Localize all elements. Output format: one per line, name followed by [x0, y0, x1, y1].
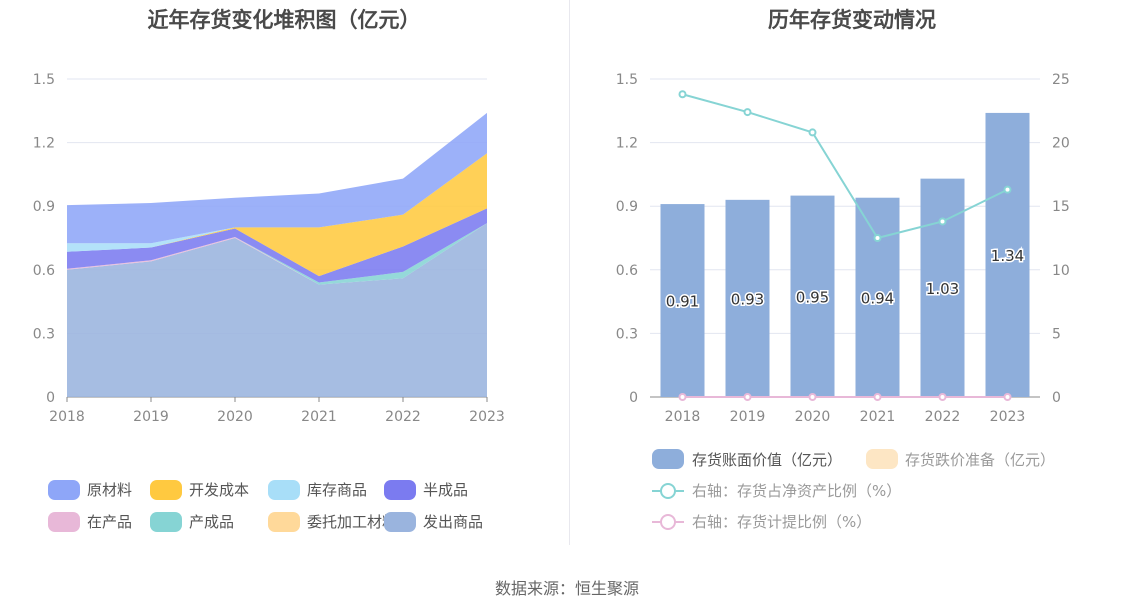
- panel-divider: [569, 0, 570, 545]
- x-tick-label: 2019: [133, 409, 169, 425]
- line-point: [1003, 185, 1012, 194]
- bar: [855, 197, 900, 397]
- bar-value-label: 0.95: [796, 288, 829, 306]
- y2-tick-label: 20: [1052, 136, 1070, 152]
- x-tick-label: 2018: [49, 409, 85, 425]
- y-tick-label: 0.9: [616, 199, 638, 215]
- data-source-note: 数据来源：恒生聚源: [494, 579, 639, 598]
- line-point: [743, 393, 752, 401]
- area-series: [67, 153, 487, 277]
- y-tick-label: 0: [46, 390, 55, 406]
- legend-marker: [660, 483, 676, 499]
- x-tick-label: 2023: [990, 409, 1026, 425]
- area-series: [67, 223, 487, 397]
- bar-line-chart: 0 0.3 0.6 0.9 1.2 1.5 0 5 10 15 20 25 2018 2019 2020 20…: [616, 72, 1070, 531]
- area-series: [67, 112, 487, 244]
- legend-swatch: [150, 480, 182, 500]
- legend-label: 存货跌价准备（亿元）: [905, 451, 1055, 469]
- y-tick-label: 0.3: [33, 326, 55, 342]
- y-tick-label: 0.3: [616, 326, 638, 342]
- line-point: [743, 108, 752, 117]
- line-point: [808, 393, 817, 401]
- line-point: [1003, 393, 1012, 401]
- y2-tick-label: 10: [1052, 263, 1070, 279]
- y2-tick-label: 25: [1052, 72, 1070, 88]
- y-tick-label: 0.9: [33, 199, 55, 215]
- y-tick-label: 1.2: [616, 136, 638, 152]
- line-point: [938, 217, 947, 226]
- legend-swatch: [268, 512, 300, 532]
- line-point: [938, 393, 947, 401]
- bar: [790, 195, 835, 397]
- y-tick-label: 0: [629, 390, 638, 406]
- legend-label: 在产品: [87, 513, 132, 531]
- x-tick-label: 2020: [217, 409, 253, 425]
- chart-title: 近年存货变化堆积图（亿元）: [147, 8, 421, 32]
- y-tick-label: 0.6: [33, 263, 55, 279]
- line-point: [808, 128, 817, 137]
- legend-label: 右轴：存货计提比例（%）: [692, 513, 871, 531]
- legend-swatch: [48, 480, 80, 500]
- line-point: [873, 393, 882, 401]
- bar-value-label: 0.93: [731, 290, 764, 308]
- area-series: [67, 208, 487, 283]
- line-point: [678, 393, 687, 401]
- legend-label: 半成品: [423, 481, 468, 499]
- bar: [660, 204, 705, 397]
- stacked-area-chart-panel: 近年存货变化堆积图（亿元） 0 0.3 0.6 0.9 1.2 1.5 2018 2019 20…: [0, 0, 568, 545]
- legend-swatch: [384, 512, 416, 532]
- x-tick-label: 2018: [665, 409, 701, 425]
- bar-value-label: 1.34: [991, 247, 1024, 265]
- x-tick-label: 2021: [301, 409, 337, 425]
- line-point: [873, 234, 882, 242]
- legend-marker: [660, 514, 676, 530]
- legend-label: 委托加工材料: [307, 513, 397, 531]
- y-tick-label: 1.5: [33, 72, 55, 88]
- y2-tick-label: 15: [1052, 199, 1070, 215]
- x-tick-label: 2023: [469, 409, 505, 425]
- x-tick-label: 2019: [730, 409, 766, 425]
- y-tick-label: 1.5: [616, 72, 638, 88]
- bar-line-chart-panel: 历年存货变动情况 0 0.3 0.6 0.9 1.2 1.5 0 5 10 15 20 25 2018 2…: [570, 0, 1134, 545]
- bar-value-label: 0.94: [861, 289, 894, 307]
- x-tick-label: 2021: [860, 409, 896, 425]
- legend-label: 存货账面价值（亿元）: [692, 451, 842, 469]
- legend-swatch: [150, 512, 182, 532]
- legend-label: 原材料: [87, 481, 132, 499]
- legend-label: 库存商品: [307, 481, 367, 499]
- bar: [985, 112, 1030, 398]
- x-tick-label: 2020: [795, 409, 831, 425]
- bar: [725, 199, 770, 397]
- stacked-area-chart: 0 0.3 0.6 0.9 1.2 1.5 2018 2019 2020 2021 2022 2023…: [33, 72, 505, 532]
- line-series: [682, 93, 1008, 240]
- legend-label: 发出商品: [423, 513, 483, 531]
- legend-swatch: [268, 480, 300, 500]
- y2-tick-label: 5: [1052, 326, 1061, 342]
- legend-swatch: [866, 449, 898, 469]
- legend-label: 开发成本: [189, 481, 249, 499]
- y-tick-label: 0.6: [616, 263, 638, 279]
- legend-swatch: [48, 512, 80, 532]
- legend-swatch: [384, 480, 416, 500]
- legend-label: 右轴：存货占净资产比例（%）: [692, 482, 901, 500]
- legend-swatch: [652, 449, 684, 469]
- chart-title: 历年存货变动情况: [768, 8, 936, 32]
- legend-label: 产成品: [189, 513, 234, 531]
- y2-tick-label: 0: [1052, 390, 1061, 406]
- line-point: [678, 90, 687, 99]
- x-tick-label: 2022: [925, 409, 961, 425]
- bar-value-label: 1.03: [926, 280, 959, 298]
- x-tick-label: 2022: [385, 409, 421, 425]
- y-tick-label: 1.2: [33, 136, 55, 152]
- bar-value-label: 0.91: [666, 293, 699, 311]
